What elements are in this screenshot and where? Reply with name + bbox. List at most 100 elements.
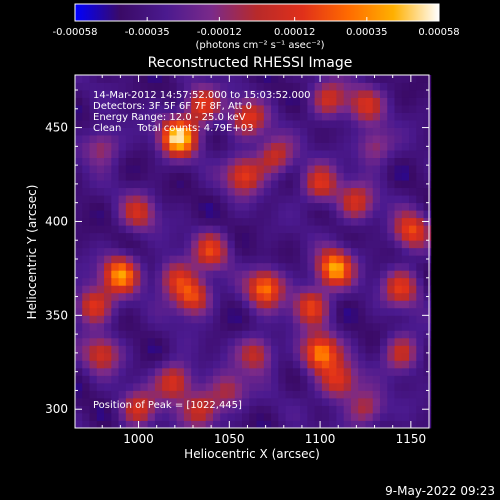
heatmap-cell — [300, 270, 308, 279]
heatmap-cell — [321, 225, 330, 234]
heatmap-cell — [416, 382, 424, 391]
heatmap-cell — [300, 127, 308, 136]
x-tick-label: 1050 — [214, 432, 245, 446]
heatmap-cell — [401, 135, 410, 143]
heatmap-cell — [227, 322, 236, 331]
heatmap-cell — [198, 270, 207, 279]
heatmap-cell — [358, 412, 366, 421]
heatmap-cell — [350, 217, 359, 226]
heatmap-cell — [111, 405, 119, 414]
heatmap-cell — [191, 157, 199, 166]
heatmap-cell — [249, 120, 257, 128]
heatmap-cell — [162, 112, 170, 121]
heatmap-cell — [292, 300, 301, 309]
heatmap-cell — [154, 90, 163, 98]
heatmap-cell — [104, 315, 112, 324]
heatmap-cell — [423, 240, 432, 249]
heatmap-cell — [300, 330, 308, 339]
heatmap-cell — [183, 270, 192, 279]
heatmap-cell — [358, 337, 366, 346]
heatmap-cell — [147, 165, 156, 174]
heatmap-cell — [176, 405, 185, 414]
heatmap-cell — [220, 105, 228, 113]
heatmap-cell — [263, 337, 272, 346]
heatmap-cell — [314, 240, 323, 249]
heatmap-cell — [191, 240, 199, 249]
heatmap-cell — [271, 105, 279, 113]
heatmap-cell — [162, 150, 170, 159]
heatmap-cell — [321, 217, 330, 226]
heatmap-cell — [401, 187, 410, 196]
heatmap-cell — [96, 352, 105, 361]
heatmap-cell — [285, 285, 294, 294]
heatmap-cell — [111, 277, 119, 286]
heatmap-cell — [118, 405, 127, 414]
heatmap-cell — [249, 247, 257, 256]
heatmap-cell — [198, 262, 207, 271]
heatmap-cell — [125, 202, 134, 211]
heatmap-cell — [154, 120, 163, 128]
heatmap-cell — [372, 262, 381, 271]
heatmap-cell — [176, 367, 185, 376]
heatmap-cell — [242, 420, 250, 429]
heatmap-cell — [263, 157, 272, 166]
heatmap-cell — [336, 157, 345, 166]
heatmap-cell — [409, 150, 417, 159]
heatmap-cell — [256, 112, 265, 121]
heatmap-cell — [234, 322, 243, 331]
heatmap-cell — [329, 360, 337, 369]
heatmap-cell — [263, 420, 272, 429]
heatmap-cell — [271, 352, 279, 361]
heatmap-cell — [278, 210, 286, 219]
heatmap-cell — [278, 75, 286, 83]
heatmap-cell — [154, 232, 163, 241]
heatmap-cell — [212, 195, 221, 204]
heatmap-cell — [394, 412, 403, 421]
heatmap-cell — [249, 322, 257, 331]
heatmap-cell — [271, 232, 279, 241]
heatmap-cell — [321, 322, 330, 331]
heatmap-cell — [118, 105, 127, 113]
heatmap-cell — [278, 135, 286, 143]
heatmap-cell — [292, 247, 301, 256]
heatmap-cell — [365, 315, 374, 324]
heatmap-cell — [307, 105, 316, 113]
heatmap-cell — [249, 127, 257, 136]
heatmap-cell — [191, 120, 199, 128]
heatmap-cell — [191, 375, 199, 384]
heatmap-cell — [205, 270, 214, 279]
heatmap-cell — [140, 270, 149, 279]
heatmap-cell — [125, 75, 134, 83]
heatmap-cell — [416, 375, 424, 384]
heatmap-cell — [82, 322, 90, 331]
heatmap-cell — [300, 285, 308, 294]
heatmap-cell — [343, 135, 352, 143]
heatmap-cell — [140, 105, 149, 113]
heatmap-cell — [416, 307, 424, 316]
heatmap-cell — [125, 112, 134, 121]
heatmap-cell — [350, 337, 359, 346]
heatmap-cell — [183, 105, 192, 113]
heatmap-cell — [409, 112, 417, 121]
heatmap-cell — [162, 97, 170, 106]
heatmap-cell — [82, 142, 90, 151]
heatmap-cell — [314, 270, 323, 279]
heatmap-cell — [162, 352, 170, 361]
heatmap-cell — [365, 412, 374, 421]
heatmap-cell — [169, 307, 178, 316]
heatmap-cell — [205, 112, 214, 121]
heatmap-cell — [292, 262, 301, 271]
heatmap-cell — [256, 135, 265, 143]
heatmap-cell — [147, 112, 156, 121]
heatmap-cell — [169, 420, 178, 429]
heatmap-cell — [256, 315, 265, 324]
heatmap-cell — [154, 150, 163, 159]
heatmap-cell — [379, 202, 388, 211]
heatmap-cell — [169, 277, 178, 286]
heatmap-cell — [125, 352, 134, 361]
annotations: 14-Mar-2012 14:57:52.000 to 15:03:52.000… — [93, 90, 311, 411]
heatmap-cell — [365, 375, 374, 384]
heatmap-cell — [358, 375, 366, 384]
heatmap-cell — [205, 82, 214, 91]
heatmap-cell — [125, 187, 134, 196]
